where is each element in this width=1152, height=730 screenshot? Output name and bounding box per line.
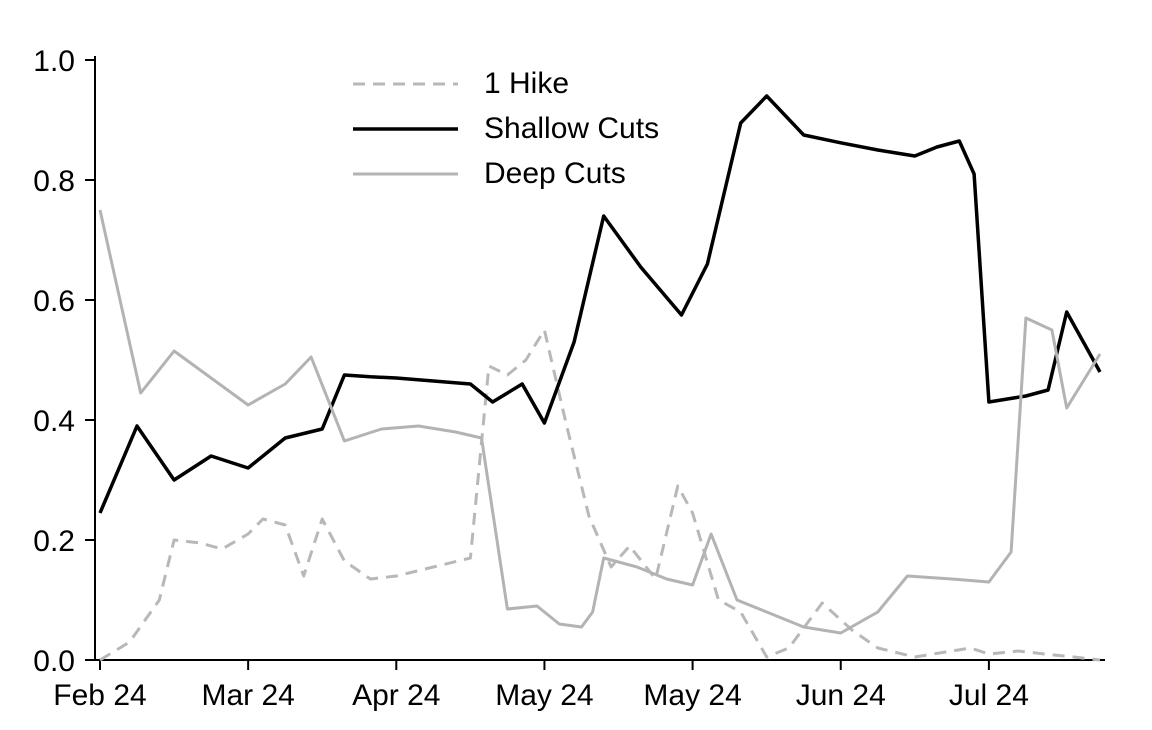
- y-tick-label: 0.2: [33, 525, 75, 558]
- legend-label: Shallow Cuts: [484, 112, 660, 145]
- legend-item-shallow-cuts: Shallow Cuts: [353, 111, 659, 147]
- legend-sample-solid-black-line: [353, 127, 458, 131]
- x-tick-label: May 24: [643, 679, 741, 712]
- series-line-deep-cuts: [98, 209, 1102, 635]
- legend-sample-solid-gray-line: [353, 172, 458, 176]
- x-tick-label: Apr 24: [352, 679, 440, 712]
- legend-item-1-hike: 1 Hike: [353, 66, 659, 102]
- x-tick-label: Mar 24: [201, 679, 294, 712]
- chart-legend: 1 Hike Shallow Cuts Deep Cuts: [353, 66, 659, 192]
- legend-sample-dashed-line: [353, 82, 458, 86]
- legend-label: 1 Hike: [484, 67, 570, 100]
- y-tick-label: 1.0: [33, 45, 75, 78]
- x-tick-label: Jun 24: [796, 679, 886, 712]
- y-tick-label: 0.0: [33, 645, 75, 678]
- legend-item-deep-cuts: Deep Cuts: [353, 156, 659, 192]
- y-tick-label: 0.8: [33, 165, 75, 198]
- series-line-1-hike: [99, 328, 1101, 662]
- legend-label: Deep Cuts: [484, 157, 626, 190]
- x-tick-label: Feb 24: [53, 679, 146, 712]
- series-line-shallow-cuts: [98, 94, 1102, 514]
- x-tick-label: Jul 24: [949, 679, 1029, 712]
- y-tick-label: 0.6: [33, 285, 75, 318]
- y-tick-label: 0.4: [33, 405, 75, 438]
- x-tick-label: May 24: [495, 679, 593, 712]
